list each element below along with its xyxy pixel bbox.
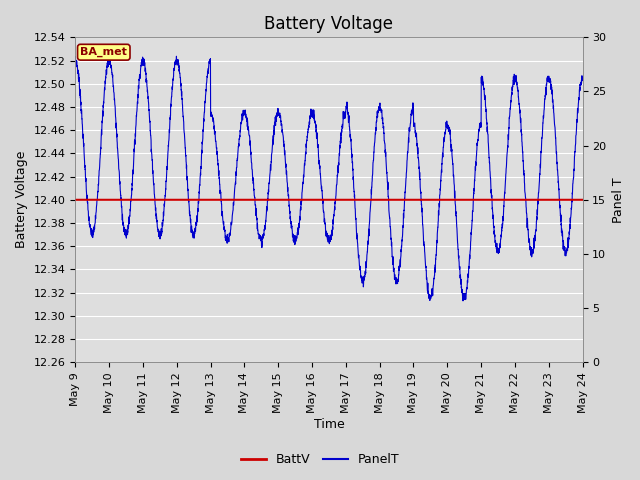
Y-axis label: Panel T: Panel T: [612, 177, 625, 223]
Legend: BattV, PanelT: BattV, PanelT: [236, 448, 404, 471]
Text: BA_met: BA_met: [81, 47, 127, 57]
Y-axis label: Battery Voltage: Battery Voltage: [15, 151, 28, 249]
X-axis label: Time: Time: [314, 419, 344, 432]
Title: Battery Voltage: Battery Voltage: [264, 15, 394, 33]
